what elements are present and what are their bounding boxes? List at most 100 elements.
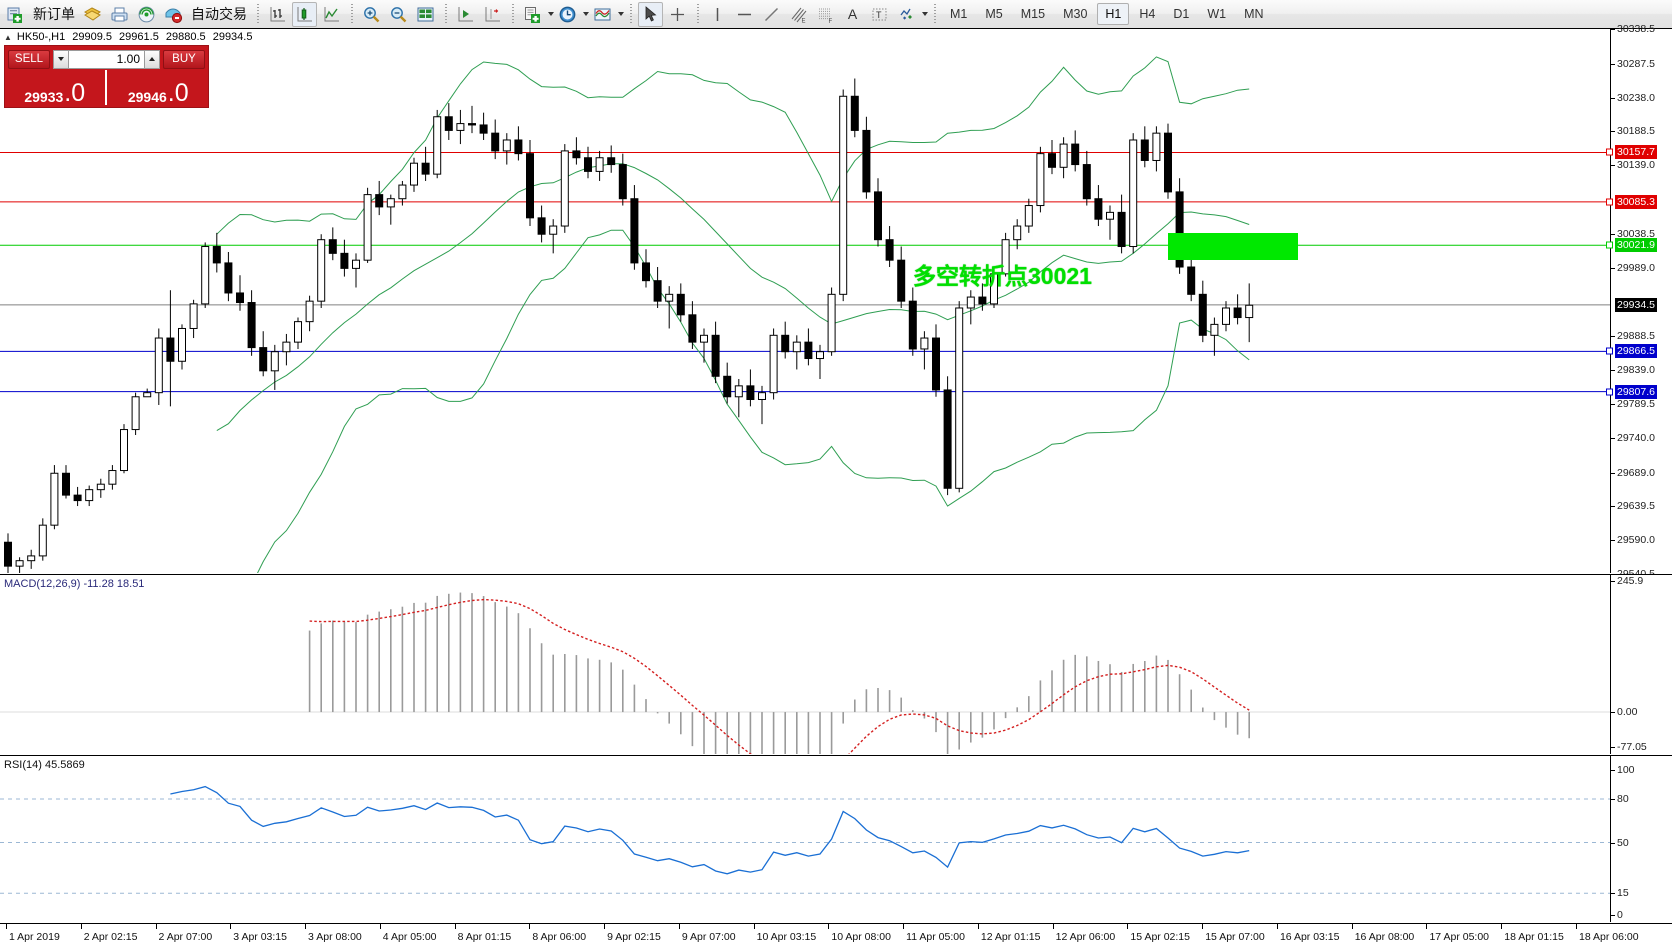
price-level-label-support[interactable]: 29866.5: [1615, 344, 1657, 359]
price-tick-label: 29639.5: [1617, 500, 1655, 513]
equidistant-channel-icon[interactable]: E: [786, 2, 811, 27]
price-tick: [1611, 97, 1615, 99]
rsi-label[interactable]: RSI(14) 45.5869: [4, 759, 85, 771]
chart-annotation-text[interactable]: 多空转折点30021: [913, 262, 1092, 289]
timeframe-w1[interactable]: W1: [1207, 7, 1227, 21]
price-pane[interactable]: 多空转折点30021 30338.5 30287.5 30238.0 30188.5 3…: [0, 23, 1672, 580]
toolbar-separator: [442, 3, 449, 25]
timeframe-m1[interactable]: M1: [950, 7, 968, 21]
time-tick-label: 10 Apr 03:15: [756, 931, 817, 943]
price-level-label-resistance[interactable]: 30157.7: [1615, 145, 1657, 160]
price-tick-label: 29888.5: [1617, 330, 1655, 343]
time-tick-label: 1 Apr 2019: [9, 931, 60, 943]
timeframe-m30[interactable]: M30: [1063, 7, 1088, 21]
price-level-label-support[interactable]: 29807.6: [1615, 384, 1657, 399]
bar-chart-icon[interactable]: [265, 2, 290, 27]
chart-shift-icon[interactable]: [480, 2, 505, 27]
autotrading-icon[interactable]: [161, 2, 186, 27]
macd-pane[interactable]: MACD(12,26,9) -11.28 18.51 245.9 0.00 -77.…: [0, 574, 1672, 754]
text-label-icon[interactable]: T: [867, 2, 892, 27]
price-level-label-resistance[interactable]: 30085.3: [1615, 194, 1657, 209]
ohlc-close: 29934.5: [212, 31, 253, 43]
timeframe-h1[interactable]: H1: [1097, 3, 1130, 25]
volume-stepper[interactable]: 1.00: [53, 49, 160, 69]
time-tick-label: 12 Apr 06:00: [1055, 931, 1116, 943]
timeframe-m5[interactable]: M5: [985, 7, 1003, 21]
crosshair-icon[interactable]: [665, 2, 690, 27]
price-level-handle[interactable]: [1606, 241, 1613, 249]
new-order-button[interactable]: [3, 2, 28, 27]
ohlc-low: 29880.5: [165, 31, 206, 43]
cursor-icon[interactable]: [638, 1, 663, 27]
sell-button[interactable]: SELL: [8, 49, 50, 69]
price-level-handle[interactable]: [1606, 148, 1613, 156]
time-tick: [80, 924, 82, 929]
toolbar-separator: [931, 3, 938, 25]
time-tick-label: 9 Apr 02:15: [607, 931, 661, 943]
highlight-rectangle[interactable]: [1168, 232, 1298, 261]
time-tick-label: 11 Apr 05:00: [906, 931, 965, 943]
templates-icon[interactable]: [590, 2, 615, 27]
price-scale[interactable]: 30338.5 30287.5 30238.0 30188.5 30139.0 30038…: [1606, 23, 1672, 580]
data-window-icon[interactable]: [413, 2, 438, 27]
price-tick: [1611, 437, 1615, 439]
periods-dropdown-caret[interactable]: [583, 12, 589, 16]
sell-price-display[interactable]: 29933 .0: [7, 70, 103, 105]
periods-icon[interactable]: [555, 2, 580, 27]
macd-label[interactable]: MACD(12,26,9) -11.28 18.51: [4, 578, 145, 590]
one-click-trading-panel: SELL 1.00 BUY 29933 .0 29946 .0: [4, 45, 209, 108]
price-tick: [1611, 336, 1615, 338]
time-tick: [1276, 924, 1278, 929]
price-level-label-pivot[interactable]: 30021.9: [1615, 238, 1657, 253]
macd-tick-label: -77.05: [1617, 741, 1647, 753]
rsi-chart-svg: [0, 785, 1610, 894]
trendline-icon[interactable]: [759, 2, 784, 27]
indicators-dropdown-caret[interactable]: [548, 12, 554, 16]
vertical-line-icon[interactable]: [705, 2, 730, 27]
price-level-label-last[interactable]: 29934.5: [1615, 297, 1657, 312]
chart-container[interactable]: 多空转折点30021 30338.5 30287.5 30238.0 30188.5 3…: [0, 23, 1672, 951]
objects-icon[interactable]: [894, 2, 919, 27]
price-level-handle[interactable]: [1606, 198, 1613, 206]
buy-price-display[interactable]: 29946 .0: [108, 70, 206, 105]
horizontal-line-icon[interactable]: [732, 2, 757, 27]
toolbar-separator: [694, 3, 701, 25]
indicators-icon[interactable]: [520, 2, 545, 27]
time-tick: [1202, 924, 1204, 929]
volume-input[interactable]: 1.00: [69, 49, 144, 69]
zoom-in-icon[interactable]: [359, 2, 384, 27]
objects-dropdown-caret[interactable]: [922, 12, 928, 16]
autotrading-label[interactable]: 自动交易: [191, 6, 247, 22]
timeframe-m15[interactable]: M15: [1020, 7, 1046, 21]
text-icon[interactable]: A: [847, 6, 858, 22]
rsi-tick: [1611, 770, 1615, 771]
price-tick-label: 29839.0: [1617, 364, 1655, 377]
timeframe-mn[interactable]: MN: [1244, 7, 1264, 21]
volume-decrease-button[interactable]: [53, 49, 69, 69]
autoscroll-icon[interactable]: [453, 2, 478, 27]
price-level-handle[interactable]: [1606, 388, 1613, 396]
macd-plot-area[interactable]: [0, 575, 1610, 754]
fibonacci-icon[interactable]: F: [813, 2, 838, 27]
templates-dropdown-caret[interactable]: [618, 12, 624, 16]
one-click-trading-controls: SELL 1.00 BUY: [5, 46, 208, 70]
price-tick: [1611, 233, 1615, 235]
line-chart-icon[interactable]: [319, 2, 344, 27]
timeframe-d1[interactable]: D1: [1173, 7, 1190, 21]
timeframe-h4[interactable]: H4: [1139, 7, 1156, 21]
collapse-triangle-icon[interactable]: ▲: [4, 32, 12, 42]
new-order-label[interactable]: 新订单: [33, 6, 75, 22]
signals-icon[interactable]: [134, 2, 159, 27]
price-plot-area[interactable]: 多空转折点30021: [0, 29, 1610, 573]
print-icon[interactable]: [107, 2, 132, 27]
buy-price-integer: 29946: [127, 89, 167, 105]
buy-button[interactable]: BUY: [163, 49, 205, 69]
profiles-icon[interactable]: [80, 2, 105, 27]
rsi-pane[interactable]: RSI(14) 45.5869 100 80 50 15 0: [0, 755, 1672, 922]
symbol-name: HK50-,H1: [16, 31, 66, 43]
zoom-out-icon[interactable]: [386, 2, 411, 27]
rsi-plot-area[interactable]: [0, 756, 1610, 922]
candlestick-icon[interactable]: [292, 1, 317, 27]
volume-increase-button[interactable]: [144, 49, 160, 69]
price-level-handle[interactable]: [1606, 347, 1613, 355]
